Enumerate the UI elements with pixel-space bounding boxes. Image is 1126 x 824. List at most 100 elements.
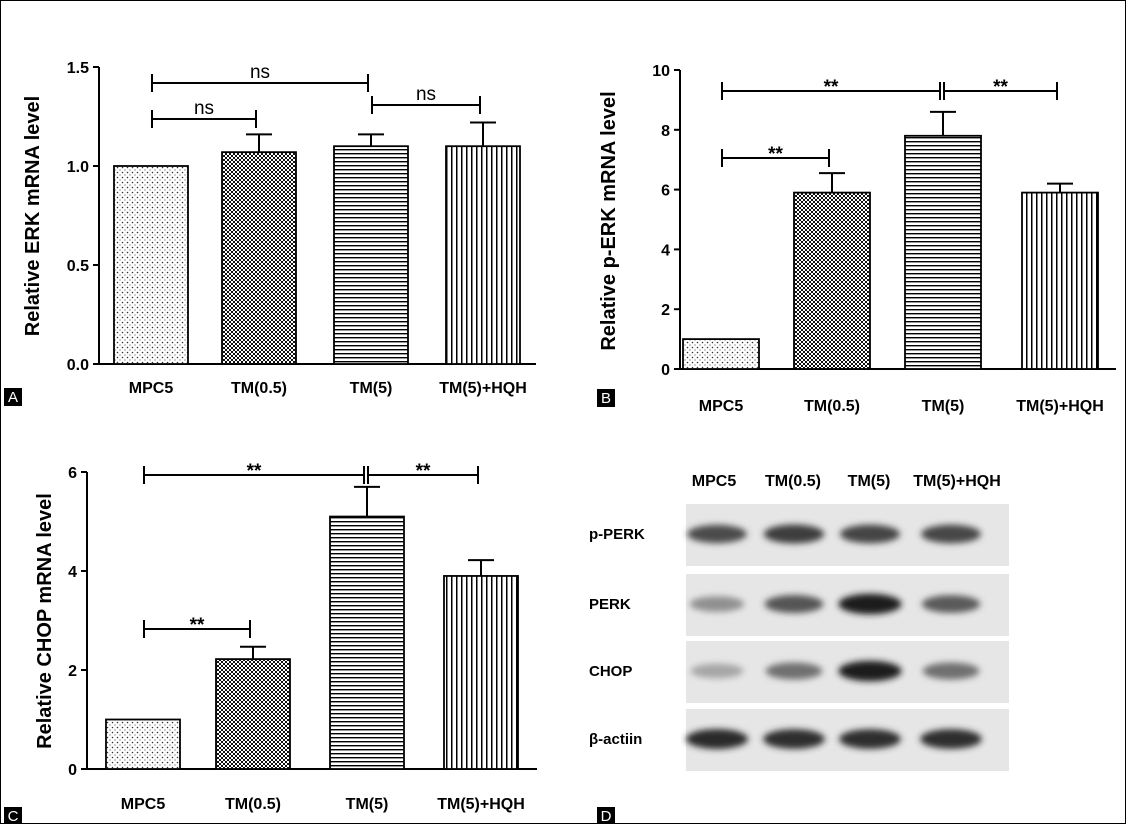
blot-band <box>685 729 749 749</box>
blot-band <box>839 729 901 749</box>
category-label: TM(5) <box>922 398 965 415</box>
bar-tm-0-5- <box>215 658 291 770</box>
y-tick-label: 4 <box>68 564 77 581</box>
y-tick-label: 2 <box>68 663 77 680</box>
category-label: TM(5)+HQH <box>437 796 525 813</box>
y-tick-label: 0 <box>661 362 670 379</box>
y-tick-label: 6 <box>661 183 670 200</box>
y-tick-label: 8 <box>661 123 670 140</box>
y-axis-label: Relative ERK mRNA level <box>22 96 44 336</box>
blot-band <box>690 663 744 679</box>
category-label: TM(5)+HQH <box>439 380 527 397</box>
significance-bracket: ** <box>943 77 1058 100</box>
blot-band <box>921 595 981 613</box>
blot-band <box>920 729 982 749</box>
blot-band <box>763 729 825 749</box>
category-label: TM(5) <box>346 796 389 813</box>
bar-tm-5-hqh <box>445 145 521 365</box>
panel-label: A <box>8 389 18 406</box>
blot-band <box>689 596 745 612</box>
chart-panel-c: 0 2 4 6 Relative CHOP mRNA level MPC5 TM(0.5) T… <box>4 461 537 823</box>
significance-bracket: ** <box>143 615 251 638</box>
blot-lane-label: TM(5)+HQH <box>913 473 1001 490</box>
y-tick-label: 0.5 <box>67 258 89 275</box>
significance-bracket: ** <box>721 77 941 100</box>
blot-row: p-PERK <box>589 504 1009 566</box>
y-tick-label: 4 <box>661 242 670 259</box>
significance-label: ** <box>190 615 205 636</box>
panel-label: B <box>601 390 611 407</box>
panel-label-box <box>4 807 22 823</box>
chart-panel-a: 0.0 0.5 1.0 1.5 Relative ERK mRNA level MPC5 T… <box>4 60 536 406</box>
blot-band <box>840 524 900 544</box>
significance-bracket: ns <box>371 84 481 114</box>
y-tick-label: 0.0 <box>67 357 89 374</box>
significance-label: ns <box>250 62 270 83</box>
y-axis-label: Relative p-ERK mRNA level <box>598 91 620 350</box>
y-tick-label: 1.0 <box>67 159 89 176</box>
significance-label: ns <box>416 84 436 105</box>
bar-mpc5 <box>682 338 760 370</box>
y-tick-label: 2 <box>661 302 670 319</box>
y-tick-label: 10 <box>652 63 670 80</box>
blot-band <box>687 524 747 544</box>
blot-band <box>922 662 980 680</box>
bar-tm-5- <box>904 134 982 370</box>
bar-tm-5- <box>329 515 405 770</box>
significance-bracket: ns <box>151 62 369 92</box>
y-axis-label: Relative CHOP mRNA level <box>34 493 56 749</box>
significance-bracket: ns <box>151 98 257 128</box>
blot-row-label: PERK <box>589 596 631 613</box>
category-label: TM(0.5) <box>231 380 287 397</box>
category-label: TM(0.5) <box>225 796 281 813</box>
panel-label-box <box>4 388 22 406</box>
blot-lane-label: TM(5) <box>848 473 891 490</box>
panel-label-box <box>597 807 615 823</box>
bar-mpc5 <box>113 165 189 365</box>
blot-band <box>765 662 823 680</box>
chart-panel-b: 0 2 4 6 8 10 Relative p-ERK mRNA level MPC5 TM(0… <box>597 63 1116 415</box>
panel-label: D <box>601 808 612 823</box>
y-tick-label: 0 <box>68 762 77 779</box>
panel-label: C <box>8 808 19 823</box>
blot-row-label: CHOP <box>589 663 632 680</box>
significance-label: ** <box>247 461 262 482</box>
significance-bracket: ** <box>367 461 479 484</box>
bar-tm-0-5- <box>221 151 297 365</box>
significance-label: ** <box>768 144 783 165</box>
category-label: TM(5)+HQH <box>1016 398 1104 415</box>
category-label: MPC5 <box>121 796 166 813</box>
blot-band <box>838 660 902 682</box>
blot-band <box>838 593 902 615</box>
category-label: MPC5 <box>129 380 174 397</box>
blot-band <box>763 524 825 544</box>
significance-label: ns <box>194 98 214 119</box>
bar-tm-5-hqh <box>443 575 519 770</box>
blot-row: PERK <box>589 574 1009 636</box>
significance-label: ** <box>993 77 1008 98</box>
significance-label: ** <box>416 461 431 482</box>
blot-band <box>764 594 824 614</box>
category-label: TM(5) <box>350 380 393 397</box>
blot-row: β-actiin <box>589 709 1009 771</box>
y-tick-label: 1.5 <box>67 60 89 77</box>
blot-row-label: p-PERK <box>589 526 645 543</box>
significance-label: ** <box>824 77 839 98</box>
bar-mpc5 <box>105 718 181 770</box>
significance-bracket: ** <box>143 461 365 484</box>
significance-bracket: ** <box>721 144 830 167</box>
blot-row: CHOP <box>589 641 1009 703</box>
blot-row-label: β-actiin <box>589 731 642 748</box>
western-blot-panel: MPC5 TM(0.5) TM(5) TM(5)+HQH p-PERK PERK CHOP β… <box>589 473 1009 823</box>
panel-label-box <box>597 389 615 407</box>
blot-lane-label: TM(0.5) <box>765 473 821 490</box>
bar-tm-5-hqh <box>1021 191 1099 370</box>
category-label: TM(0.5) <box>804 398 860 415</box>
y-tick-label: 6 <box>68 465 77 482</box>
category-label: MPC5 <box>699 398 744 415</box>
blot-lane-label: MPC5 <box>692 473 737 490</box>
bar-tm-0-5- <box>793 191 871 370</box>
bar-tm-5- <box>333 145 409 365</box>
